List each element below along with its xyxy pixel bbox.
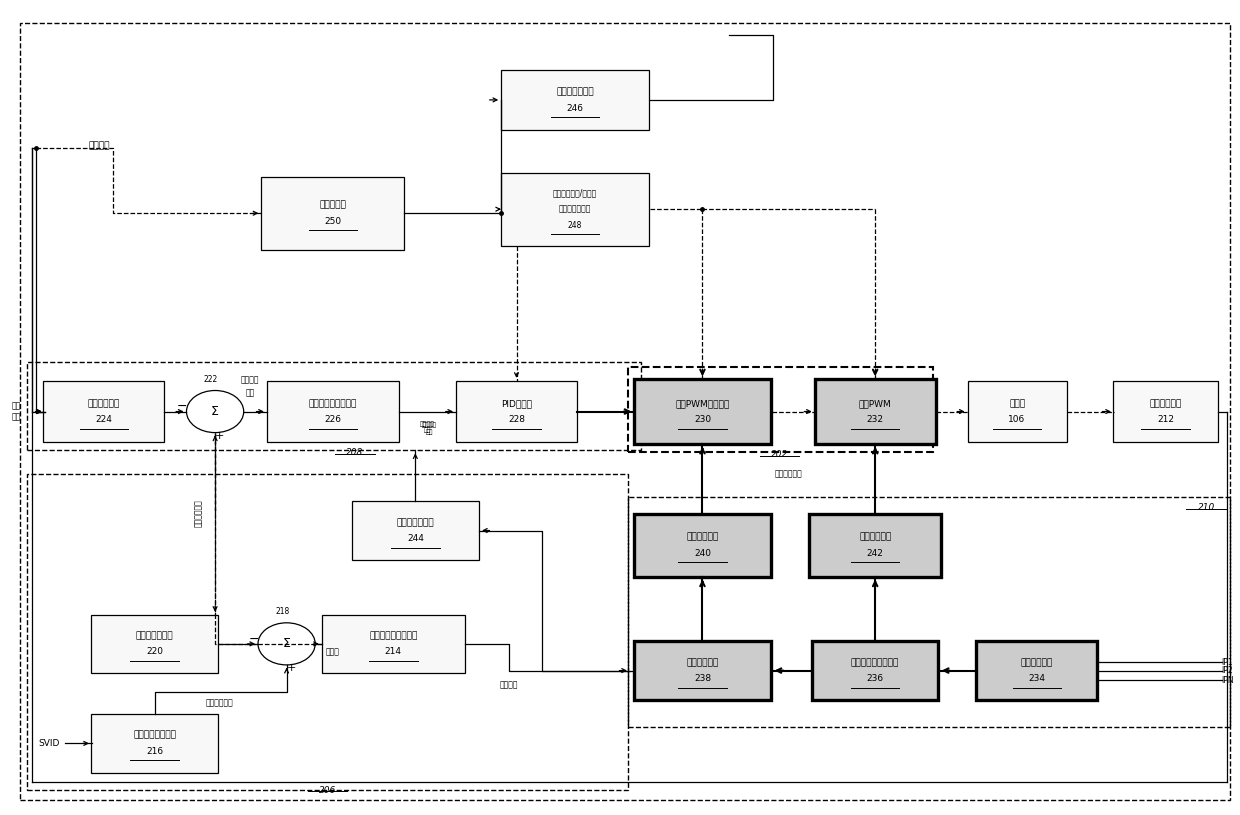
Text: 106: 106 bbox=[1008, 415, 1025, 424]
Text: 动瞬态响应电路: 动瞬态响应电路 bbox=[559, 205, 591, 214]
Text: 偏移量: 偏移量 bbox=[326, 647, 340, 656]
Text: Σ: Σ bbox=[211, 405, 219, 418]
Text: 218: 218 bbox=[275, 607, 289, 616]
Text: −: − bbox=[248, 632, 259, 645]
Text: 电压检测模数转换器: 电压检测模数转换器 bbox=[309, 399, 357, 408]
Bar bbox=[976, 641, 1097, 700]
Text: 244: 244 bbox=[407, 534, 424, 543]
Bar bbox=[322, 615, 465, 673]
Text: 输出电压: 输出电压 bbox=[88, 142, 110, 151]
Text: 228: 228 bbox=[508, 415, 525, 424]
Text: 第一阶段: 第一阶段 bbox=[500, 681, 518, 689]
Bar bbox=[352, 501, 479, 560]
Text: 过电压保护电路: 过电压保护电路 bbox=[556, 87, 594, 96]
Text: 过电流保护电路: 过电流保护电路 bbox=[397, 518, 434, 527]
Text: 220: 220 bbox=[146, 647, 164, 656]
Text: PID滤波器: PID滤波器 bbox=[501, 399, 532, 408]
Text: 模拟基准电压: 模拟基准电压 bbox=[195, 499, 203, 526]
Text: 202: 202 bbox=[771, 451, 789, 460]
Bar bbox=[27, 362, 641, 450]
Text: 214: 214 bbox=[384, 647, 402, 656]
Text: 210: 210 bbox=[1198, 503, 1215, 512]
Text: 基准数模转换器: 基准数模转换器 bbox=[135, 632, 174, 641]
Bar bbox=[634, 641, 771, 700]
Text: 240: 240 bbox=[694, 548, 711, 557]
Text: +: + bbox=[286, 663, 295, 673]
Bar bbox=[27, 474, 627, 790]
Text: 数字电压
误差: 数字电压 误差 bbox=[420, 421, 435, 434]
Bar bbox=[810, 513, 941, 577]
Bar bbox=[967, 381, 1066, 442]
Bar bbox=[43, 381, 165, 442]
Text: 246: 246 bbox=[567, 104, 583, 112]
Text: IPN: IPN bbox=[1221, 676, 1234, 685]
Text: 电流限制电路: 电流限制电路 bbox=[859, 532, 892, 541]
Text: 模数转换器: 模数转换器 bbox=[320, 200, 346, 209]
Text: 242: 242 bbox=[867, 548, 884, 557]
Text: 248: 248 bbox=[568, 221, 582, 230]
Text: 信道电流电路: 信道电流电路 bbox=[686, 658, 718, 667]
Text: 208: 208 bbox=[346, 448, 363, 457]
Text: IP1: IP1 bbox=[1221, 658, 1234, 667]
Text: 数字目标电压: 数字目标电压 bbox=[206, 698, 233, 707]
Text: 抗混叠滤波器: 抗混叠滤波器 bbox=[88, 399, 120, 408]
Text: 输出
电压: 输出 电压 bbox=[11, 402, 21, 421]
Text: 212: 212 bbox=[1157, 415, 1174, 424]
Text: 222: 222 bbox=[203, 375, 218, 384]
Text: 236: 236 bbox=[867, 674, 884, 683]
Bar bbox=[812, 641, 939, 700]
Text: 多相PWM增益单元: 多相PWM增益单元 bbox=[676, 399, 729, 408]
Text: 250: 250 bbox=[324, 217, 341, 226]
Text: 234: 234 bbox=[1028, 674, 1045, 683]
Bar bbox=[634, 379, 771, 444]
Text: 电流检测电路: 电流检测电路 bbox=[1021, 658, 1053, 667]
Bar bbox=[627, 496, 1230, 727]
Text: 226: 226 bbox=[325, 415, 341, 424]
Text: 驱动器: 驱动器 bbox=[1009, 399, 1025, 408]
Bar bbox=[262, 177, 404, 249]
Text: 数字PWM: 数字PWM bbox=[859, 399, 892, 408]
Bar bbox=[456, 381, 577, 442]
Text: 模拟电压: 模拟电压 bbox=[241, 375, 259, 384]
Text: 主动瞬态响应/快速主: 主动瞬态响应/快速主 bbox=[553, 188, 596, 197]
Text: 误差: 误差 bbox=[246, 388, 255, 397]
Text: 216: 216 bbox=[146, 747, 164, 756]
Circle shape bbox=[186, 390, 244, 433]
Bar bbox=[92, 615, 218, 673]
Text: 动态电压转换电路: 动态电压转换电路 bbox=[133, 731, 176, 740]
Text: 数字电压
误差: 数字电压 误差 bbox=[422, 423, 438, 435]
Circle shape bbox=[258, 623, 315, 665]
Text: 电流平衡信息: 电流平衡信息 bbox=[774, 469, 802, 478]
Text: SVID: SVID bbox=[38, 739, 60, 748]
Text: 238: 238 bbox=[694, 674, 711, 683]
Bar bbox=[1114, 381, 1218, 442]
Text: 电流检测模数转换器: 电流检测模数转换器 bbox=[851, 658, 899, 667]
Text: 206: 206 bbox=[319, 786, 336, 795]
Text: 232: 232 bbox=[867, 415, 884, 424]
Text: 功率级和负载: 功率级和负载 bbox=[1149, 399, 1182, 408]
Bar bbox=[501, 69, 649, 130]
Bar bbox=[501, 173, 649, 245]
Bar bbox=[815, 379, 936, 444]
Bar bbox=[627, 367, 934, 452]
Bar bbox=[634, 513, 771, 577]
Text: 自适应电压定位电路: 自适应电压定位电路 bbox=[370, 632, 418, 641]
Bar bbox=[267, 381, 399, 442]
Text: 电流平衡电路: 电流平衡电路 bbox=[686, 532, 718, 541]
Bar bbox=[92, 714, 218, 773]
Text: 224: 224 bbox=[95, 415, 113, 424]
Text: Σ: Σ bbox=[283, 637, 290, 650]
Text: 230: 230 bbox=[694, 415, 711, 424]
Text: +: + bbox=[215, 431, 224, 441]
Text: −: − bbox=[177, 400, 187, 413]
Text: IP2: IP2 bbox=[1221, 666, 1234, 675]
